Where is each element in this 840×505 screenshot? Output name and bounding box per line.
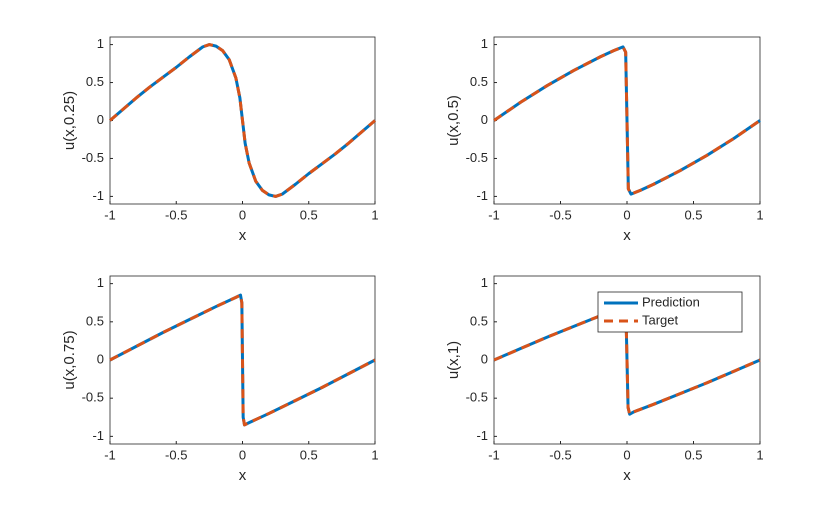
x-tick-label: -1	[488, 447, 500, 462]
x-tick-label: -1	[104, 447, 116, 462]
y-axis-label: u(x,0.5)	[445, 95, 462, 146]
x-tick-label: 0	[239, 207, 246, 222]
x-tick-label: 0.5	[684, 207, 702, 222]
x-axis-label: x	[623, 467, 631, 484]
x-tick-label: -0.5	[549, 447, 571, 462]
y-tick-label: 0	[481, 112, 488, 127]
y-tick-label: 1	[97, 275, 104, 290]
y-tick-label: 1	[481, 36, 488, 51]
data-line	[493, 45, 761, 196]
x-axis-label: x	[239, 227, 247, 244]
y-axis-label: u(x,0.25)	[61, 91, 78, 150]
x-tick-label: 1	[371, 447, 378, 462]
x-tick-label: 0.5	[684, 447, 702, 462]
x-tick-label: -0.5	[165, 207, 187, 222]
y-tick-label: -1	[476, 188, 488, 203]
y-tick-label: -1	[92, 428, 104, 443]
x-tick-label: 0	[623, 207, 630, 222]
x-tick-label: 0	[239, 447, 246, 462]
y-tick-label: 1	[97, 36, 104, 51]
x-tick-label: 0.5	[300, 447, 318, 462]
x-tick-label: 1	[756, 447, 763, 462]
y-tick-label: 0.5	[470, 74, 488, 89]
data-line	[109, 43, 376, 198]
y-tick-label: 0	[97, 351, 104, 366]
y-tick-label: 0.5	[86, 74, 104, 89]
x-tick-label: 1	[756, 207, 763, 222]
y-tick-label: -1	[92, 188, 104, 203]
legend-label: Target	[642, 312, 679, 327]
x-axis-label: x	[239, 467, 247, 484]
y-tick-label: 1	[481, 275, 488, 290]
x-tick-label: -0.5	[165, 447, 187, 462]
y-tick-label: 0.5	[470, 313, 488, 328]
x-axis-label: x	[623, 227, 631, 244]
y-tick-label: -0.5	[82, 150, 104, 165]
x-tick-label: -1	[488, 207, 500, 222]
y-tick-label: 0	[97, 112, 104, 127]
x-tick-label: 0.5	[300, 207, 318, 222]
data-line	[493, 304, 761, 416]
data-line	[109, 293, 376, 427]
x-tick-label: 0	[623, 447, 630, 462]
y-tick-label: -0.5	[82, 390, 104, 405]
y-axis-label: u(x,0.75)	[61, 330, 78, 389]
y-tick-label: -0.5	[466, 150, 488, 165]
y-axis-label: u(x,1)	[445, 341, 462, 379]
x-tick-label: -1	[104, 207, 116, 222]
y-tick-label: -0.5	[466, 390, 488, 405]
y-tick-label: 0.5	[86, 313, 104, 328]
x-tick-label: 1	[371, 207, 378, 222]
x-tick-label: -0.5	[549, 207, 571, 222]
legend-label: Prediction	[642, 294, 700, 309]
legend-box	[597, 291, 743, 333]
y-tick-label: 0	[481, 351, 488, 366]
y-tick-label: -1	[476, 428, 488, 443]
